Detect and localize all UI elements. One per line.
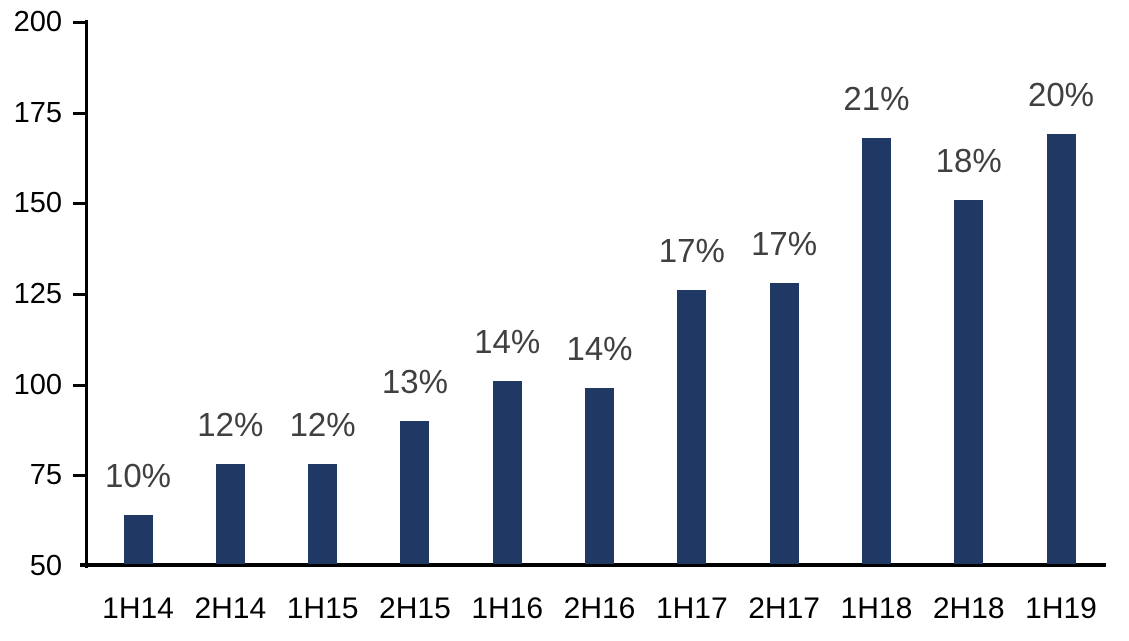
bar-value-label: 20% bbox=[1027, 76, 1095, 114]
y-axis-tick-mark bbox=[73, 293, 88, 296]
bar-1h18 bbox=[861, 138, 891, 564]
bar-1h19 bbox=[1046, 134, 1076, 564]
y-axis-tick-mark bbox=[73, 474, 88, 478]
y-axis-tick-mark bbox=[73, 111, 88, 115]
bar-value-label: 17% bbox=[658, 232, 725, 270]
x-axis-category-label: 1H15 bbox=[286, 592, 359, 625]
bar-value-label: 17% bbox=[751, 225, 818, 263]
bar-2h14 bbox=[215, 464, 245, 564]
bar-1h15 bbox=[308, 464, 338, 564]
x-axis-line bbox=[80, 563, 1106, 567]
bar-1h17 bbox=[677, 290, 707, 564]
bar-2h18 bbox=[954, 199, 984, 564]
x-axis-category-label: 2H16 bbox=[563, 592, 636, 625]
bar-1h16 bbox=[492, 381, 522, 564]
bar-value-label: 12% bbox=[289, 406, 356, 444]
bar-value-label: 13% bbox=[381, 362, 448, 400]
x-axis-category-label: 2H18 bbox=[932, 592, 1005, 625]
x-axis-category-label: 2H17 bbox=[748, 592, 820, 625]
bar-value-label: 14% bbox=[566, 330, 633, 368]
bar-1h14 bbox=[123, 515, 153, 564]
bar-2h17 bbox=[769, 283, 799, 564]
bar-2h16 bbox=[585, 388, 614, 564]
y-axis-tick-mark bbox=[73, 202, 88, 206]
y-axis-tick-label: 175 bbox=[13, 96, 62, 129]
y-axis-tick-mark bbox=[73, 383, 88, 387]
bar-value-label: 18% bbox=[935, 141, 1002, 179]
x-axis-category-label: 1H16 bbox=[471, 592, 544, 625]
y-axis-tick-label: 50 bbox=[29, 550, 62, 582]
x-axis-category-label: 1H19 bbox=[1025, 592, 1097, 625]
y-axis-tick-label: 125 bbox=[13, 278, 62, 310]
y-axis-tick-mark bbox=[73, 21, 88, 24]
bar-2h15 bbox=[400, 420, 430, 564]
x-axis-category-label: 1H17 bbox=[655, 592, 728, 625]
x-axis-category-label: 1H18 bbox=[840, 592, 913, 625]
x-axis-category-label: 1H14 bbox=[102, 592, 174, 625]
x-axis-category-label: 2H14 bbox=[194, 592, 267, 625]
y-axis-tick-label: 150 bbox=[13, 187, 62, 220]
bar-value-label: 12% bbox=[197, 406, 264, 444]
y-axis-tick-label: 75 bbox=[29, 459, 62, 492]
y-axis-tick-label: 100 bbox=[13, 368, 62, 401]
bar-value-label: 21% bbox=[843, 80, 910, 118]
bar-value-label: 14% bbox=[474, 323, 541, 361]
y-axis-tick-label: 200 bbox=[13, 6, 62, 38]
bar-value-label: 10% bbox=[104, 457, 172, 495]
x-axis-category-label: 2H15 bbox=[379, 592, 451, 625]
